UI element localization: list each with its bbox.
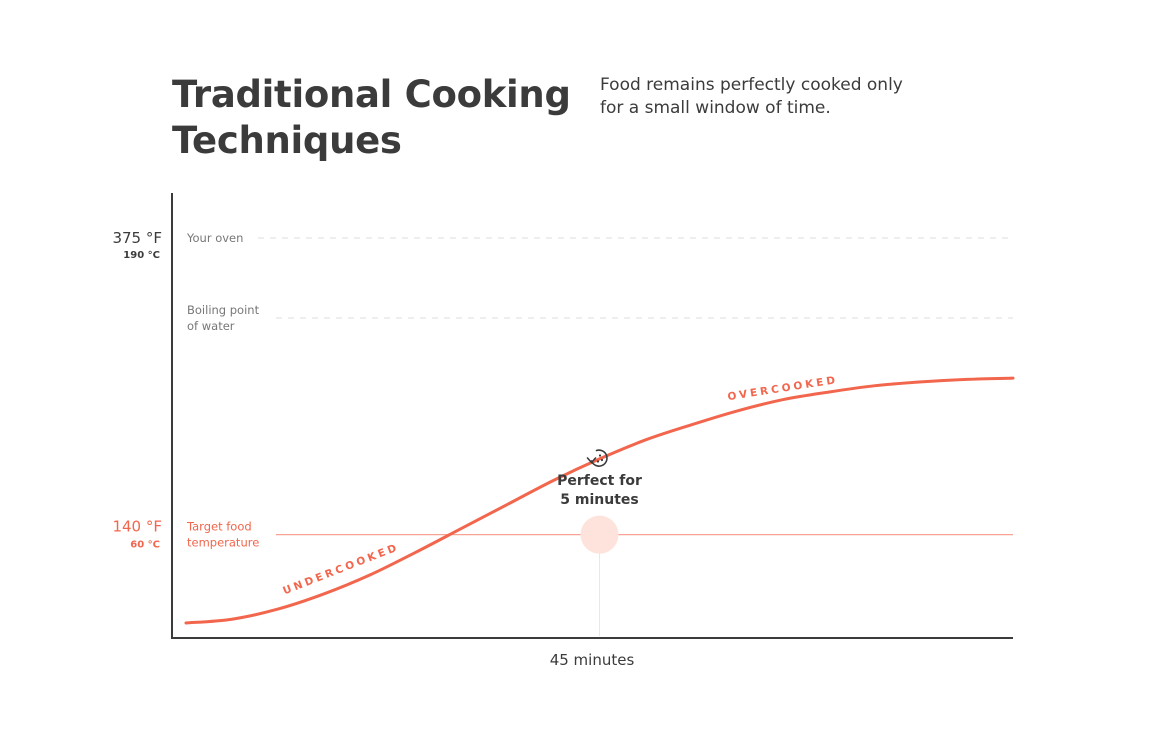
timer-icon	[586, 449, 608, 467]
curve-point-14	[828, 391, 831, 394]
timer-icon-dot	[598, 454, 602, 457]
target-line-label: Target food temperature	[186, 520, 259, 550]
chart-subtitle: Food remains perfectly cooked only for a…	[600, 75, 903, 118]
y-tick-label-oven: 375 °F	[112, 229, 162, 247]
curve-point-10	[644, 438, 647, 441]
perfect-label-line1: Perfect for	[557, 473, 642, 489]
timer-icon-arc	[590, 449, 608, 467]
curve-point-7	[506, 503, 509, 506]
curve-point-16	[920, 380, 923, 383]
timer-icon-arrow	[586, 457, 597, 464]
perfect-highlight-circle	[580, 515, 619, 554]
curve-point-0	[185, 622, 188, 625]
curve-point-12	[736, 409, 739, 412]
curve-point-9	[598, 457, 601, 460]
curve-point-6	[460, 527, 463, 530]
curve-point-2	[276, 608, 279, 611]
curve-point-5	[414, 551, 417, 554]
curve-point-15	[874, 384, 877, 387]
y-tick-sublabel-oven: 190 °C	[123, 250, 160, 261]
x-tick-label: 45 minutes	[550, 651, 635, 669]
boiling-line-label: Boiling point of water	[187, 303, 260, 333]
timer-icon-dot	[596, 460, 600, 463]
timer-icon-dot	[600, 458, 604, 462]
curve-point-17	[966, 378, 969, 381]
oven-line-label: Your oven	[186, 231, 243, 245]
curve-point-13	[782, 398, 785, 401]
curve-point-3	[322, 592, 325, 595]
temperature-curve	[184, 376, 1015, 625]
curve-point-4	[368, 574, 371, 577]
curve-point-11	[690, 423, 693, 426]
curve-point-1	[230, 618, 233, 621]
perfect-label-line2: 5 minutes	[560, 492, 638, 508]
y-tick-sublabel-target: 60 °C	[130, 540, 160, 551]
chart-title: Traditional Cooking Techniques	[172, 73, 571, 162]
curve-point-18	[1012, 377, 1015, 380]
y-tick-label-target: 140 °F	[112, 518, 162, 536]
curve-point-8	[552, 479, 555, 482]
